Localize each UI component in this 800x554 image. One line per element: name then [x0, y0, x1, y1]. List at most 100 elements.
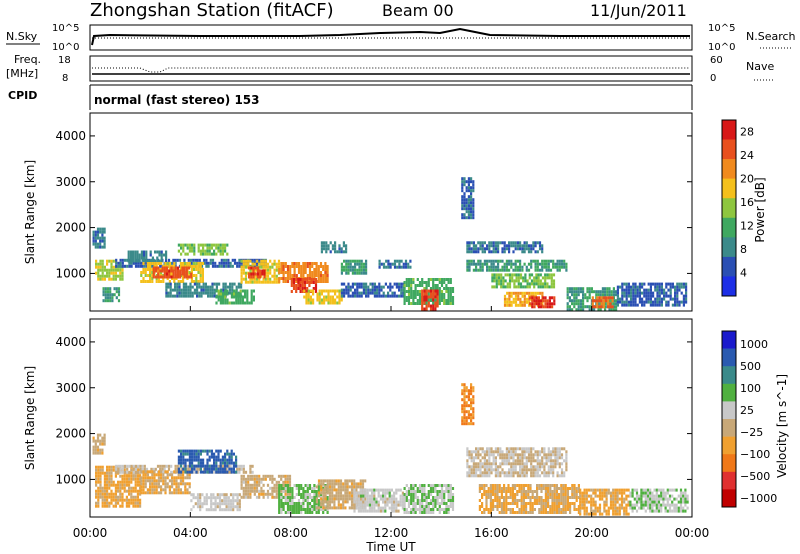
heatmap-cell [577, 308, 580, 312]
heatmap-cell [182, 479, 185, 483]
heatmap-cell [391, 294, 394, 298]
heatmap-cell [527, 447, 531, 451]
heatmap-cell [573, 287, 576, 291]
heatmap-cell [284, 492, 287, 496]
heatmap-cell [224, 295, 227, 299]
heatmap-cell [211, 288, 214, 292]
heatmap-cell [510, 259, 513, 263]
heatmap-cell [117, 287, 121, 291]
heatmap-cell [685, 282, 688, 286]
heatmap-cell [407, 290, 411, 293]
heatmap-cell [487, 508, 490, 511]
heatmap-cell [331, 485, 334, 489]
heatmap-cell [157, 482, 160, 486]
heatmap-cell [286, 265, 290, 268]
heatmap-cell [215, 252, 218, 256]
heatmap-cell [609, 305, 612, 309]
heatmap-cell [190, 265, 193, 268]
heatmap-cell [552, 459, 555, 463]
heatmap-cell [634, 303, 637, 307]
heatmap-cell [240, 486, 243, 490]
heatmap-cell [514, 291, 518, 295]
heatmap-cell [313, 268, 316, 271]
heatmap-cell [101, 492, 104, 496]
heatmap-cell [463, 195, 466, 199]
heatmap-cell [475, 247, 478, 251]
heatmap-cell [322, 494, 325, 498]
heatmap-cell [514, 471, 517, 475]
heatmap-cell [99, 242, 102, 246]
heatmap-cell [211, 282, 214, 286]
heatmap-cell [527, 453, 531, 457]
heatmap-cell [123, 474, 126, 478]
heatmap-cell [538, 502, 541, 505]
heatmap-cell [621, 291, 624, 295]
heatmap-cell [360, 500, 363, 504]
heatmap-cell [418, 281, 422, 284]
heatmap-cell [213, 291, 216, 295]
heatmap-cell [407, 511, 411, 514]
heatmap-cell [134, 483, 137, 487]
heatmap-cell [220, 261, 223, 265]
heatmap-cell [397, 503, 400, 507]
heatmap-cell [350, 494, 354, 498]
heatmap-cell [256, 275, 259, 279]
heatmap-cell [508, 468, 511, 472]
heatmap-cell [110, 477, 113, 481]
heatmap-cell [418, 293, 422, 296]
heatmap-cell [177, 473, 180, 477]
heatmap-cell [190, 499, 193, 503]
heatmap-cell [286, 274, 290, 277]
heatmap-cell [685, 285, 688, 289]
heatmap-cell [393, 494, 396, 498]
heatmap-cell [509, 490, 512, 493]
heatmap-cell [524, 279, 527, 283]
heatmap-cell [182, 277, 185, 280]
heatmap-cell [685, 300, 688, 304]
heatmap-cell [96, 245, 100, 249]
heatmap-cell [216, 493, 219, 497]
heatmap-cell [251, 258, 254, 262]
heatmap-cell [563, 459, 566, 463]
heatmap-cell [634, 291, 637, 295]
heatmap-cell [188, 470, 191, 474]
heatmap-cell [501, 247, 504, 251]
heatmap-cell [378, 259, 381, 263]
heatmap-cell [582, 290, 585, 294]
heatmap-cell [596, 302, 599, 306]
heatmap-cell [492, 247, 495, 251]
heatmap-cell [176, 464, 179, 468]
heatmap-cell [149, 479, 152, 483]
heatmap-cell [525, 241, 528, 245]
heatmap-cell [483, 456, 486, 460]
heatmap-cell [350, 503, 354, 507]
heatmap-cell [99, 474, 102, 478]
heatmap-cell [660, 297, 663, 301]
heatmap-cell [302, 271, 305, 274]
heatmap-cell [273, 489, 276, 493]
heatmap-cell [373, 497, 376, 501]
heatmap-cell [396, 259, 399, 263]
heatmap-cell [264, 474, 267, 478]
heatmap-cell [451, 299, 455, 302]
heatmap-cell [154, 467, 157, 471]
heatmap-cell [316, 292, 319, 296]
heatmap-cell [362, 262, 365, 266]
velocity-heatmap [92, 383, 689, 516]
heatmap-cell [293, 484, 296, 487]
heatmap-cell [103, 245, 106, 249]
heatmap-cell [373, 509, 376, 513]
heatmap-cell [300, 505, 303, 508]
date-label: 11/Jun/2011 [590, 1, 687, 20]
heatmap-cell [488, 474, 491, 478]
heatmap-cell [261, 269, 264, 273]
heatmap-cell [214, 502, 217, 506]
heatmap-cell [520, 484, 523, 487]
heatmap-cell [660, 291, 663, 295]
heatmap-cell [335, 488, 338, 492]
heatmap-cell [149, 482, 152, 486]
heatmap-cell [647, 300, 650, 304]
heatmap-cell [236, 508, 239, 512]
heatmap-cell [130, 489, 133, 493]
